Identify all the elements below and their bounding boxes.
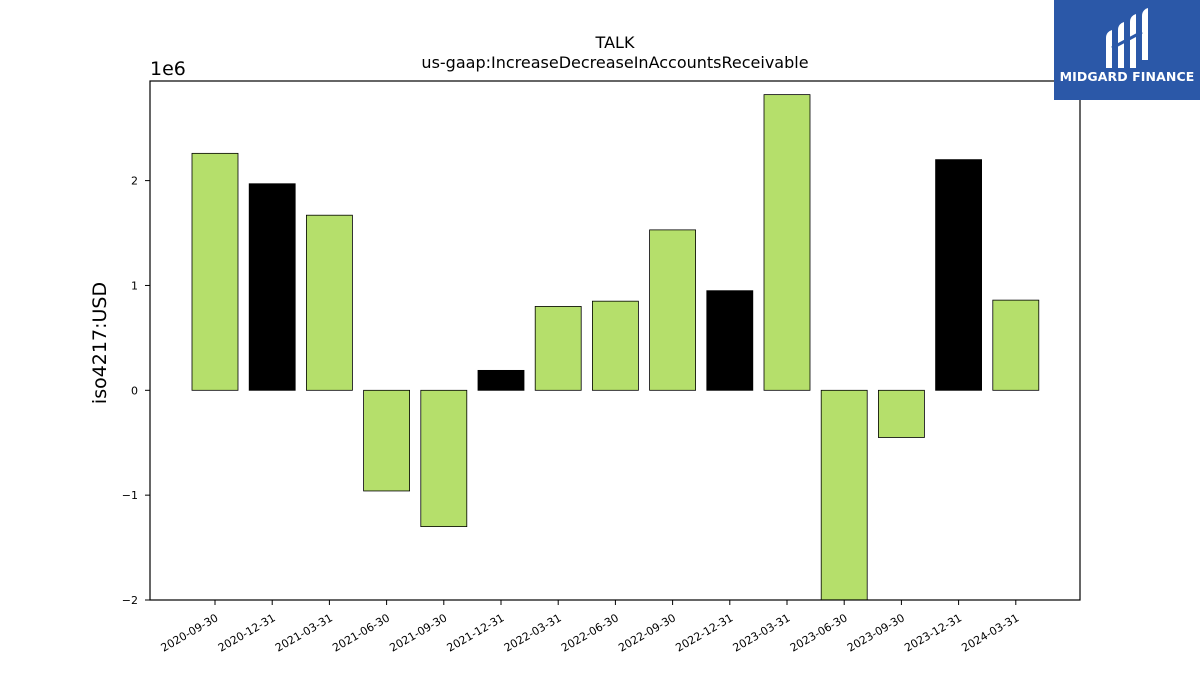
- plot-frame: [149, 80, 1081, 601]
- x-tick-label: 2020-09-30: [159, 611, 221, 654]
- x-tick-label: 2024-03-31: [959, 611, 1021, 654]
- y-tick-label: −1: [122, 489, 138, 502]
- midgard-logo: MIDGARD FINANCE: [1054, 0, 1200, 100]
- x-tick-label: 2023-09-30: [845, 611, 907, 654]
- bar-2021-12-31: [477, 369, 525, 391]
- bar-2023-06-30: [820, 389, 868, 601]
- bar-2021-03-31: [305, 214, 353, 391]
- x-tick-label: 2021-06-30: [330, 611, 392, 654]
- midgard-logo-icon: [1106, 8, 1148, 68]
- chart-title: TALK: [595, 33, 635, 52]
- y-axis-offset-label: 1e6: [150, 58, 186, 80]
- y-tick-label: 0: [131, 384, 138, 397]
- chart-subtitle: us-gaap:IncreaseDecreaseInAccountsReceiv…: [421, 53, 808, 72]
- bar-2022-09-30: [649, 229, 696, 391]
- bar-2022-06-30: [592, 300, 639, 391]
- x-ticks-group: 2020-09-302020-12-312021-03-312021-06-30…: [159, 600, 1021, 655]
- x-tick-label: 2022-09-30: [616, 611, 678, 654]
- x-tick-label: 2021-09-30: [387, 611, 449, 654]
- y-tick-label: 2: [131, 175, 138, 188]
- bar-2022-12-31: [706, 290, 754, 391]
- bar-2020-12-31: [248, 183, 296, 391]
- bar-2021-06-30: [363, 389, 411, 492]
- bar-2023-09-30: [878, 389, 925, 438]
- x-tick-label: 2023-03-31: [731, 611, 793, 654]
- x-tick-label: 2022-03-31: [502, 611, 564, 654]
- logo-text: MIDGARD FINANCE: [1059, 69, 1195, 84]
- bars-group: [191, 94, 1040, 601]
- x-tick-label: 2022-06-30: [559, 611, 621, 654]
- x-tick-label: 2020-12-31: [216, 611, 278, 654]
- x-tick-label: 2022-12-31: [673, 611, 735, 654]
- bar-2024-03-31: [992, 299, 1040, 391]
- bar-2022-03-31: [534, 306, 582, 391]
- x-tick-label: 2021-03-31: [273, 611, 335, 654]
- bar-2021-09-30: [420, 389, 468, 528]
- y-tick-label: −2: [122, 594, 138, 607]
- bar-2023-12-31: [935, 159, 982, 391]
- bar-2020-09-30: [191, 152, 239, 391]
- x-tick-label: 2021-12-31: [445, 611, 507, 654]
- y-axis-label: iso4217:USD: [89, 282, 111, 404]
- y-ticks-group: −2 −1 0 1 2: [122, 175, 150, 607]
- x-tick-label: 2023-12-31: [902, 611, 964, 654]
- y-tick-label: 1: [131, 279, 138, 292]
- x-tick-label: 2023-06-30: [788, 611, 850, 654]
- bar-2023-03-31: [763, 94, 811, 391]
